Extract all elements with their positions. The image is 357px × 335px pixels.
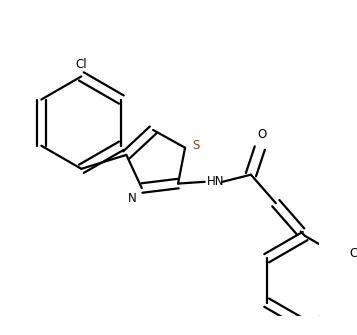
Text: Cl: Cl <box>76 58 87 71</box>
Text: N: N <box>128 192 136 205</box>
Text: Cl: Cl <box>349 247 357 260</box>
Text: S: S <box>192 139 200 152</box>
Text: HN: HN <box>206 175 224 188</box>
Text: O: O <box>257 128 266 141</box>
